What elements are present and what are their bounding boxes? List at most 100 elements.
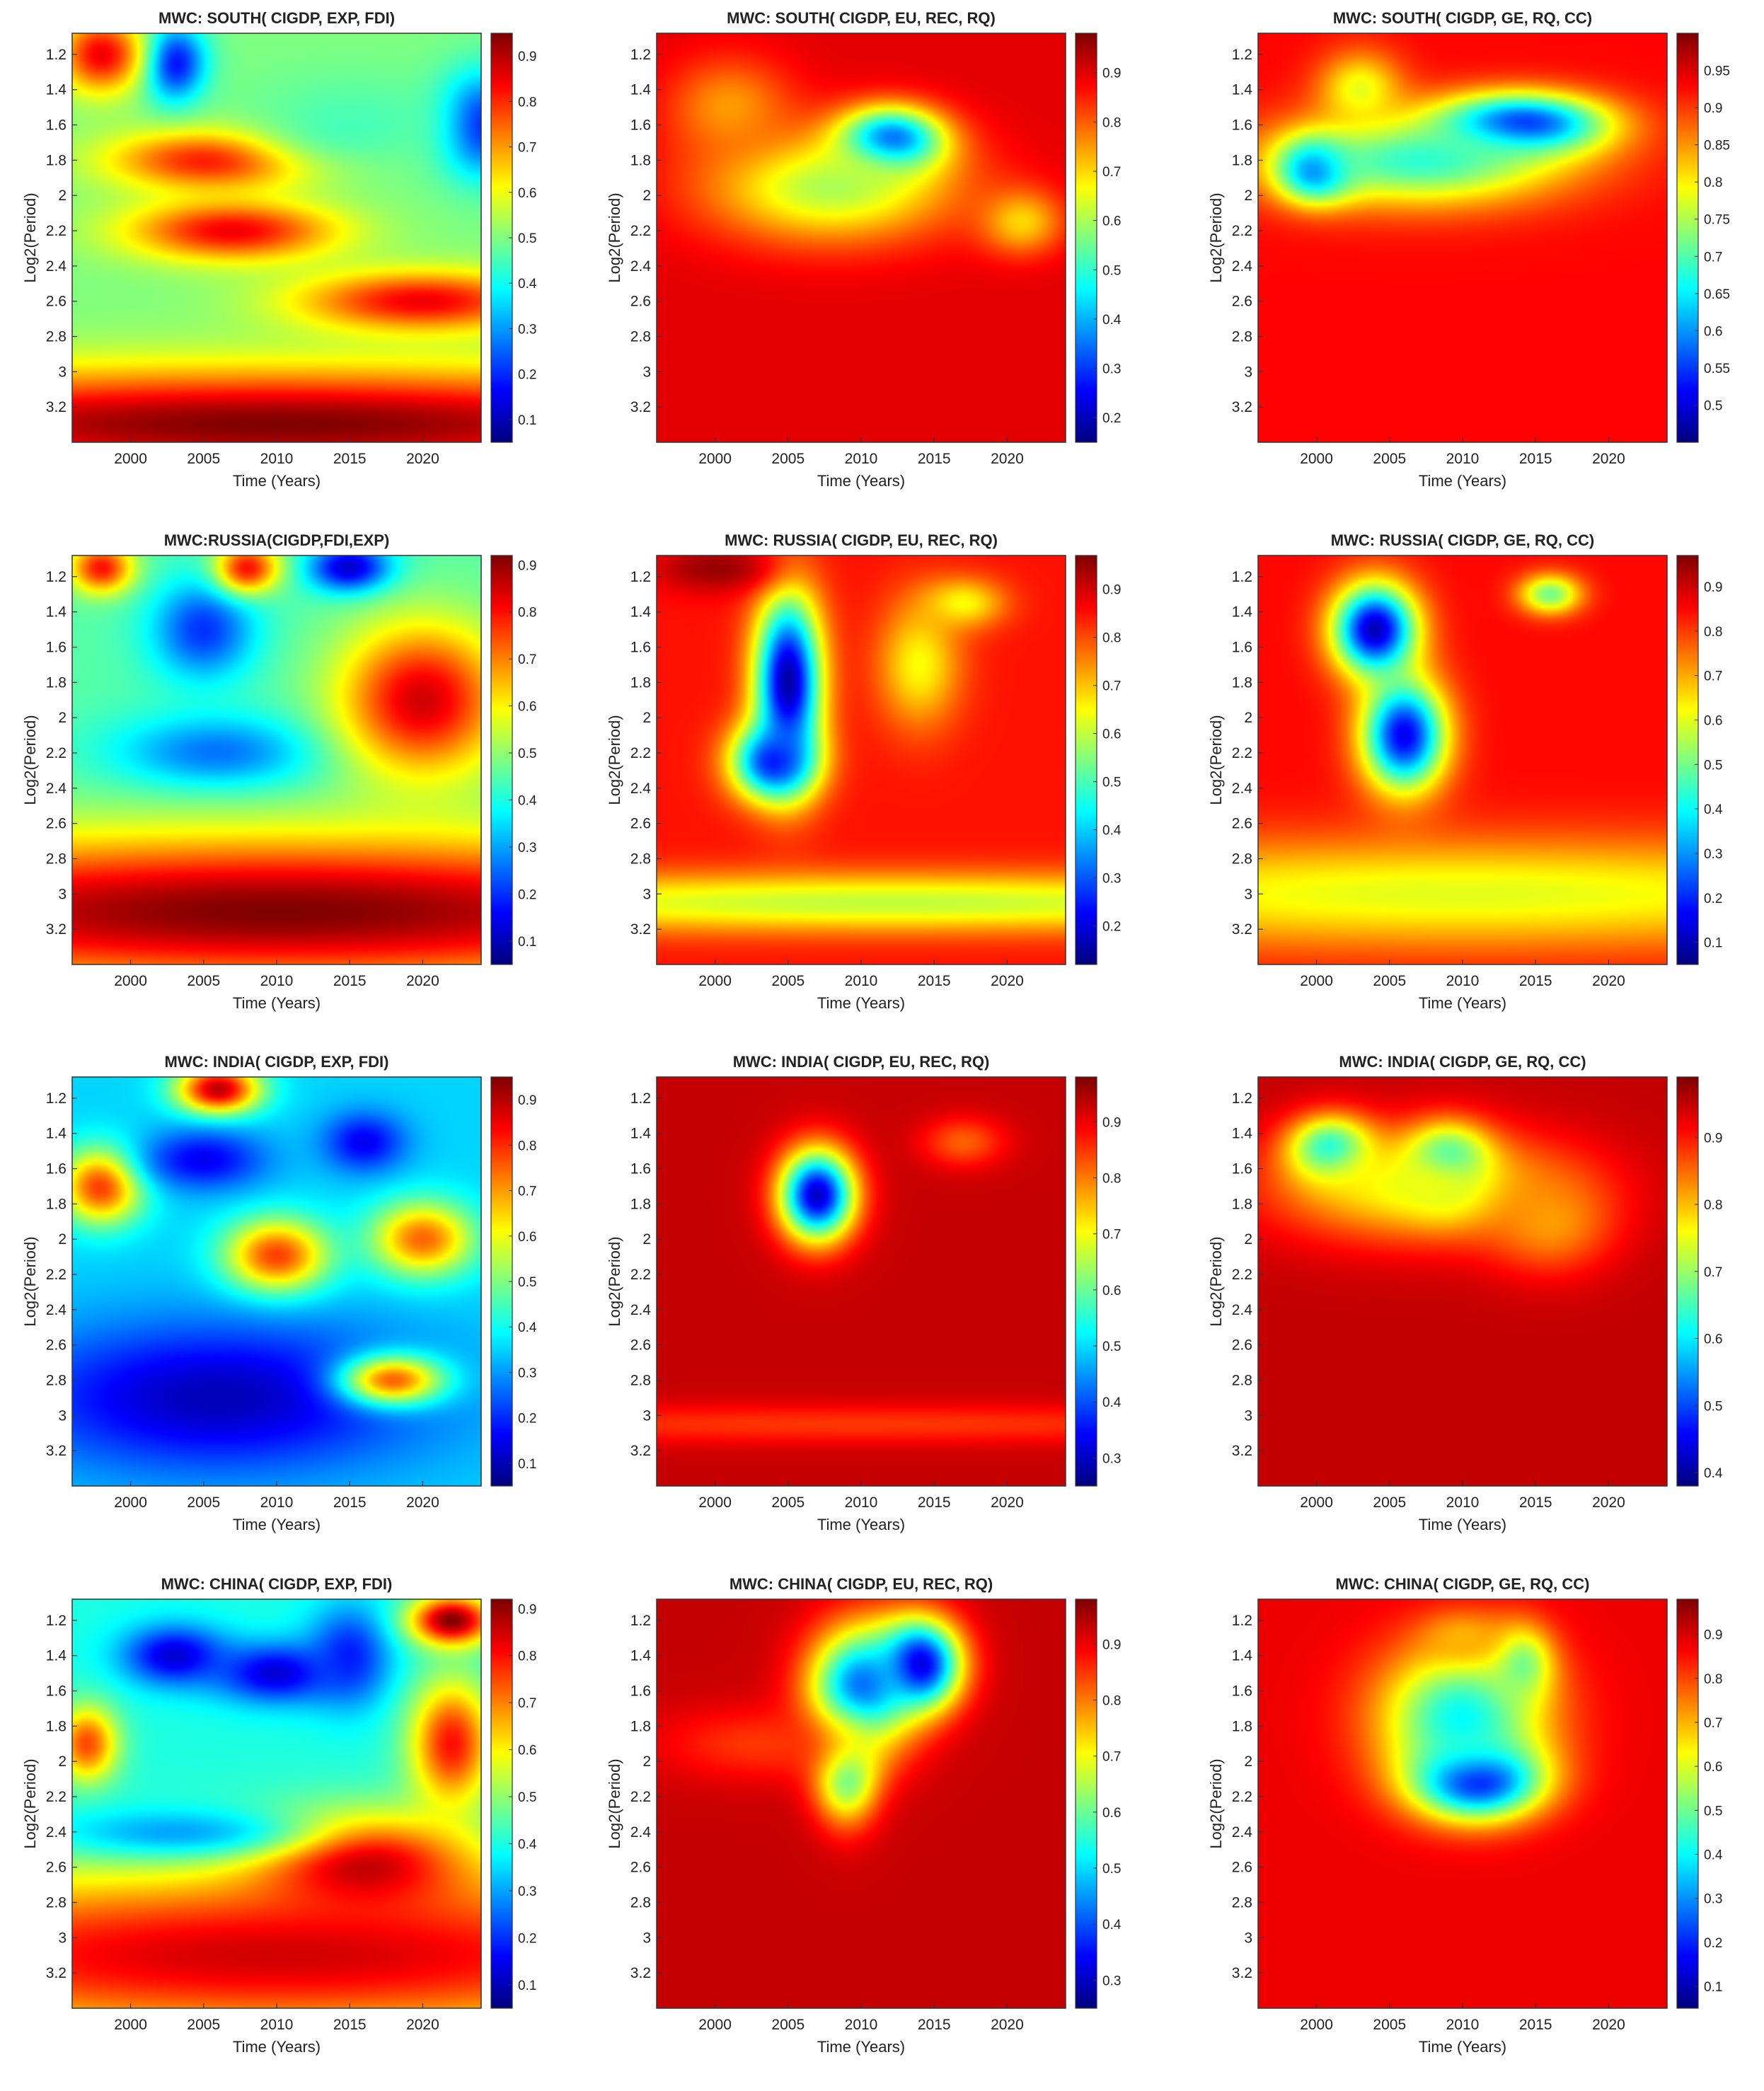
colorbar-tick-label: 0.6 (1704, 713, 1722, 728)
coherence-heatmap (72, 1077, 481, 1486)
colorbar-tick-label: 0.5 (518, 1275, 536, 1290)
colorbar-frame (1676, 33, 1699, 443)
chart-title: MWC: SOUTH( CIGDP, GE, RQ, CC) (1333, 9, 1592, 27)
y-tick-label: 1.4 (630, 604, 652, 621)
colorbar-tick-label: 0.7 (1102, 1750, 1121, 1765)
y-tick-label: 1.6 (1232, 1161, 1252, 1177)
coherence-heatmap (1258, 1077, 1667, 1486)
colorbar-tick-label: 0.8 (1704, 175, 1722, 190)
chart-panel: MWC: INDIA( CIGDP, EXP, FDI) 2000 2005 2010… (21, 1053, 537, 1533)
x-axis-label: Time (Years) (233, 2038, 321, 2056)
colorbar-tick-label: 0.8 (518, 606, 536, 621)
x-axis-label: Time (Years) (817, 994, 905, 1012)
x-tick-label: 2005 (771, 451, 805, 467)
y-tick-label: 1.8 (630, 152, 651, 168)
y-tick-label: 2 (58, 710, 67, 726)
coherence-heatmap (72, 555, 481, 964)
colorbar (491, 1599, 512, 2008)
colorbar-tick-label: 0.6 (518, 186, 536, 201)
colorbar-tick-label: 0.2 (1102, 411, 1121, 426)
colorbar-tick-label: 0.7 (1704, 1265, 1722, 1280)
x-tick-label: 2020 (1592, 451, 1625, 467)
y-axis-label: Log2(Period) (606, 1236, 623, 1326)
x-tick-label: 2005 (187, 973, 220, 989)
x-tick-label: 2000 (1300, 1494, 1333, 1511)
y-tick-label: 1.8 (46, 1718, 67, 1734)
colorbar-tick-label: 0.6 (1102, 214, 1121, 229)
y-tick-label: 1.4 (46, 1648, 67, 1664)
y-tick-label: 2.6 (46, 816, 67, 832)
colorbar-tick-label: 0.5 (1704, 1399, 1722, 1414)
y-tick-label: 3 (1244, 886, 1252, 902)
y-tick-label: 1.4 (46, 1126, 67, 1142)
colorbar-tick-label: 0.8 (518, 1649, 536, 1664)
y-tick-label: 2 (642, 1753, 651, 1770)
x-tick-label: 2015 (333, 2017, 367, 2033)
y-tick-label: 3.2 (630, 399, 651, 415)
x-tick-label: 2000 (698, 1494, 732, 1511)
y-tick-label: 1.2 (1232, 1613, 1252, 1629)
y-axis-label: Log2(Period) (1207, 715, 1225, 805)
colorbar-tick-label: 0.3 (518, 1884, 536, 1899)
x-tick-label: 2000 (114, 973, 147, 989)
colorbar-tick-label: 0.3 (1102, 872, 1121, 887)
colorbar-tick-label: 0.9 (1102, 1115, 1121, 1130)
chart-title: MWC: RUSSIA( CIGDP, GE, RQ, CC) (1331, 531, 1594, 549)
colorbar-frame (1075, 1076, 1097, 1487)
x-tick-label: 2010 (260, 1494, 294, 1511)
chart-panel: MWC: CHINA( CIGDP, EXP, FDI) 2000 2005 2010… (21, 1575, 537, 2056)
x-axis-label: Time (Years) (817, 472, 905, 490)
colorbar-tick-label: 0.3 (518, 322, 536, 337)
x-tick-label: 2000 (114, 1494, 147, 1511)
y-tick-label: 2.6 (1232, 1337, 1252, 1354)
chart-panel: MWC: RUSSIA( CIGDP, GE, RQ, CC) 2000 2005 2… (1207, 531, 1723, 1012)
colorbar-tick-label: 0.3 (1102, 1974, 1121, 1988)
y-tick-label: 2.8 (630, 329, 651, 345)
y-tick-label: 3.2 (1232, 1443, 1252, 1459)
colorbar-tick-label: 0.75 (1704, 213, 1730, 228)
colorbar-tick-label: 0.9 (1704, 101, 1722, 116)
y-tick-label: 1.4 (1232, 1648, 1253, 1664)
x-tick-label: 2000 (698, 451, 732, 467)
y-tick-label: 1.2 (1232, 47, 1252, 63)
y-tick-label: 1.4 (630, 1126, 652, 1142)
y-tick-label: 2.4 (630, 780, 652, 797)
y-tick-label: 1.8 (1232, 152, 1252, 168)
colorbar-tick-label: 0.9 (518, 1602, 536, 1617)
x-tick-label: 2010 (1446, 973, 1480, 989)
y-tick-label: 3.2 (46, 1965, 67, 1981)
y-tick-label: 2.4 (1232, 1302, 1253, 1318)
chart-panel: MWC: INDIA( CIGDP, EU, REC, RQ) 2000 2005 2… (606, 1053, 1122, 1533)
colorbar-tick-label: 0.2 (518, 1412, 536, 1427)
colorbar-tick-label: 0.8 (1102, 1172, 1121, 1187)
chart-title: MWC:RUSSIA(CIGDP,FDI,EXP) (164, 531, 390, 549)
x-tick-label: 2015 (333, 1494, 367, 1511)
colorbar-tick-label: 0.4 (1102, 824, 1122, 839)
x-tick-label: 2005 (771, 2017, 805, 2033)
colorbar-tick-label: 0.7 (518, 141, 536, 156)
y-tick-label: 2.6 (46, 1337, 67, 1354)
y-tick-label: 2.4 (46, 780, 67, 797)
y-tick-label: 1.4 (46, 82, 67, 98)
x-axis-label: Time (Years) (1419, 472, 1506, 490)
x-tick-label: 2010 (1446, 451, 1480, 467)
y-axis-label: Log2(Period) (21, 192, 39, 282)
x-axis-label: Time (Years) (817, 1516, 905, 1533)
y-tick-label: 2.6 (630, 294, 651, 310)
x-tick-label: 2015 (918, 451, 951, 467)
colorbar-tick-label: 0.7 (1102, 1228, 1121, 1243)
y-axis-label: Log2(Period) (606, 1758, 623, 1848)
y-tick-label: 1.6 (630, 117, 651, 134)
chart-title: MWC: INDIA( CIGDP, GE, RQ, CC) (1339, 1053, 1586, 1071)
x-tick-label: 2020 (406, 2017, 439, 2033)
y-tick-label: 1.6 (46, 640, 67, 656)
x-tick-label: 2005 (187, 451, 220, 467)
coherence-heatmap (72, 1599, 481, 2008)
y-tick-label: 1.2 (630, 47, 651, 63)
x-tick-label: 2020 (991, 973, 1024, 989)
y-tick-label: 2.2 (630, 223, 651, 239)
chart-panel: MWC: CHINA( CIGDP, EU, REC, RQ) 2000 2005 2… (606, 1575, 1122, 2056)
colorbar-tick-label: 0.1 (1704, 936, 1722, 951)
x-tick-label: 2020 (991, 2017, 1024, 2033)
x-tick-label: 2015 (918, 973, 951, 989)
